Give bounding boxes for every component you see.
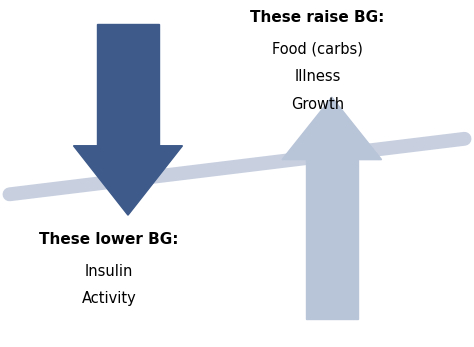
Polygon shape xyxy=(73,146,182,215)
Text: These lower BG:: These lower BG: xyxy=(39,232,179,247)
Text: Growth: Growth xyxy=(291,97,344,112)
Polygon shape xyxy=(97,24,159,146)
Polygon shape xyxy=(306,160,358,319)
Text: Activity: Activity xyxy=(82,291,137,306)
Text: Insulin: Insulin xyxy=(85,264,133,279)
Text: Illness: Illness xyxy=(294,69,341,84)
Text: These raise BG:: These raise BG: xyxy=(250,10,385,25)
Polygon shape xyxy=(282,97,382,160)
Text: Food (carbs): Food (carbs) xyxy=(272,42,363,57)
